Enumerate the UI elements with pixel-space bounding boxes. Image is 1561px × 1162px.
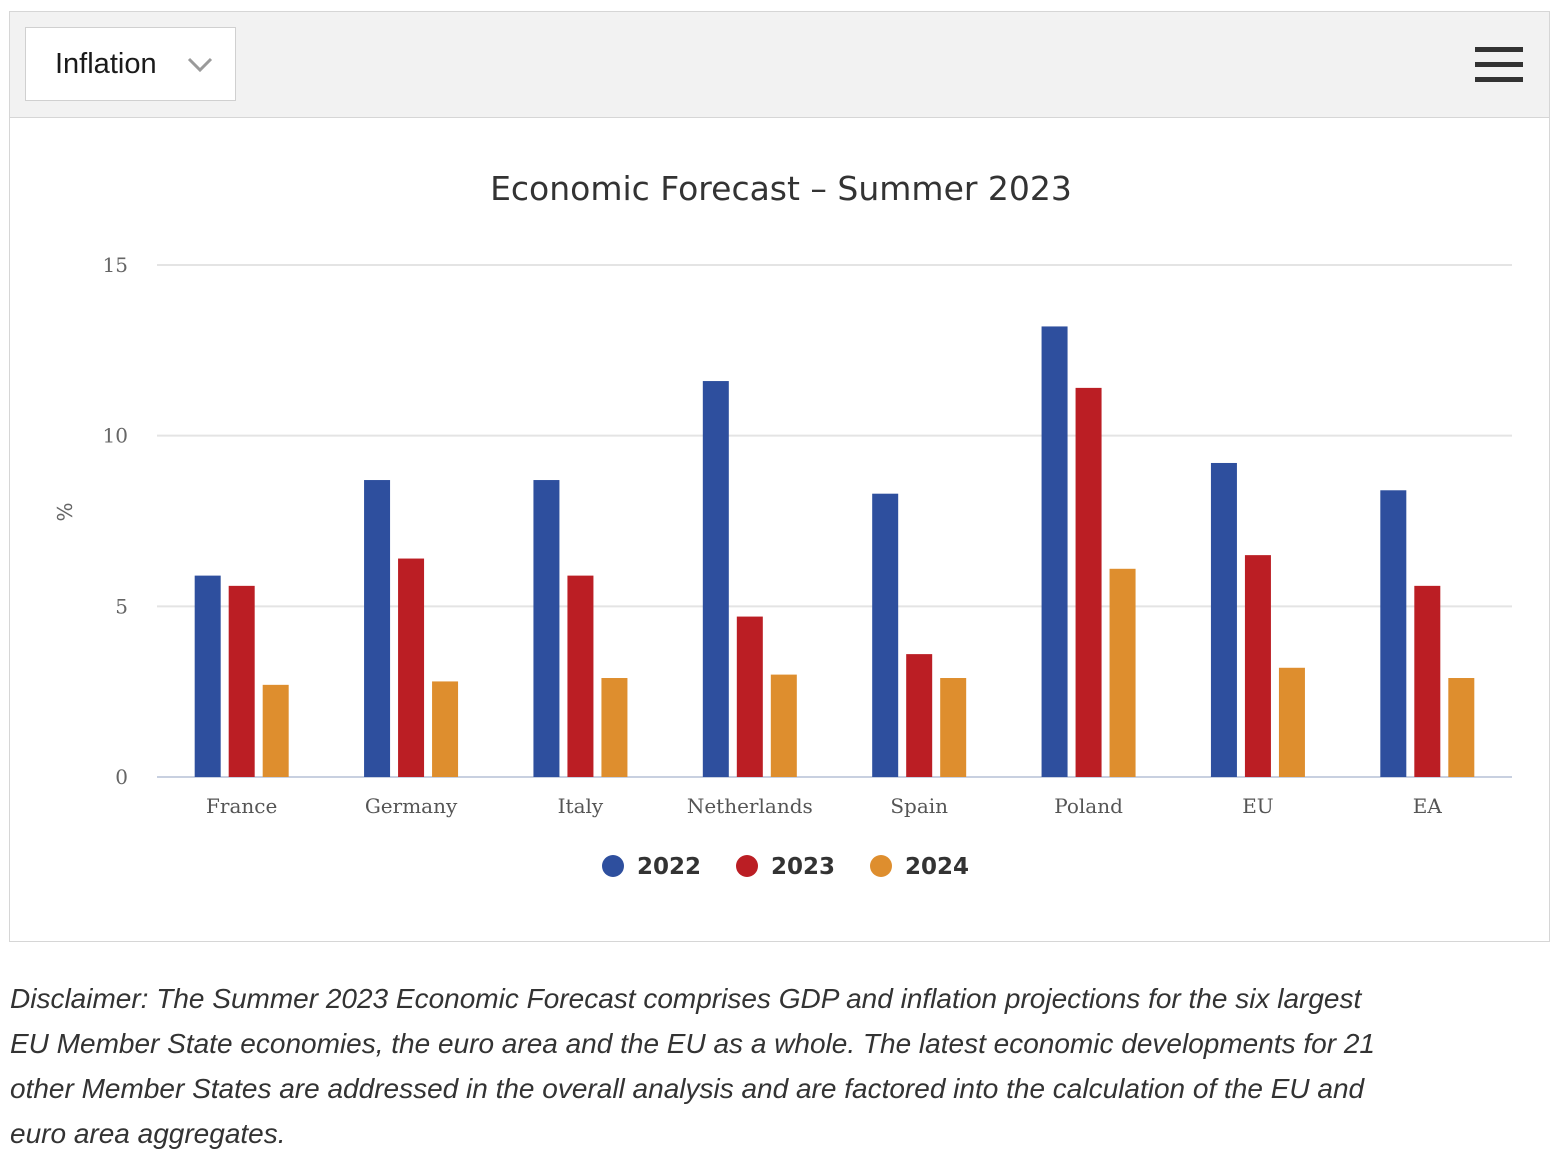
chevron-down-icon bbox=[187, 57, 213, 73]
bar-2023-germany[interactable] bbox=[398, 558, 425, 777]
legend-item-2023[interactable]: 2023 bbox=[736, 854, 835, 880]
bar-2024-ea[interactable] bbox=[1448, 678, 1475, 777]
x-tick-label: EU bbox=[1242, 794, 1273, 818]
bar-2023-france[interactable] bbox=[228, 585, 255, 777]
y-tick-label: 0 bbox=[115, 765, 128, 789]
bar-2024-germany[interactable] bbox=[432, 681, 459, 777]
x-tick-label: Germany bbox=[365, 794, 458, 818]
chart-area: Economic Forecast – Summer 2023 % 0 5 10 15… bbox=[10, 118, 1551, 941]
chart-title: Economic Forecast – Summer 2023 bbox=[490, 169, 1072, 208]
legend-label: 2023 bbox=[771, 854, 835, 880]
legend-label: 2022 bbox=[637, 854, 701, 880]
legend-marker bbox=[870, 855, 892, 877]
bar-chart: Economic Forecast – Summer 2023 % 0 5 10 15… bbox=[53, 169, 1512, 880]
legend-label: 2024 bbox=[905, 854, 969, 880]
bar-2022-germany[interactable] bbox=[364, 480, 391, 777]
hamburger-menu-icon[interactable] bbox=[1475, 45, 1523, 85]
y-tick-label: 15 bbox=[103, 253, 128, 277]
bar-2024-spain[interactable] bbox=[940, 678, 967, 777]
bar-2022-eu[interactable] bbox=[1210, 462, 1237, 777]
bar-2023-spain[interactable] bbox=[906, 654, 933, 777]
bar-2023-netherlands[interactable] bbox=[736, 616, 763, 777]
legend-marker bbox=[736, 855, 758, 877]
bar-2023-poland[interactable] bbox=[1075, 387, 1102, 777]
bar-2024-france[interactable] bbox=[262, 684, 289, 777]
chart-widget: Inflation Economic Forecast – Summer 202… bbox=[9, 11, 1550, 942]
x-tick-label: Italy bbox=[558, 794, 604, 818]
bar-2022-italy[interactable] bbox=[533, 480, 560, 777]
x-tick-label: Netherlands bbox=[687, 794, 813, 818]
bar-2023-eu[interactable] bbox=[1244, 555, 1271, 777]
chart-toolbar: Inflation bbox=[10, 12, 1549, 118]
bar-2024-eu[interactable] bbox=[1278, 667, 1305, 777]
bar-2024-poland[interactable] bbox=[1109, 568, 1136, 777]
bar-2023-ea[interactable] bbox=[1414, 585, 1441, 777]
legend-marker bbox=[602, 855, 624, 877]
bar-2022-france[interactable] bbox=[194, 575, 221, 777]
indicator-dropdown-value: Inflation bbox=[55, 48, 157, 80]
bar-2022-spain[interactable] bbox=[872, 493, 899, 777]
x-tick-label: Spain bbox=[890, 794, 948, 818]
x-tick-label: Poland bbox=[1054, 794, 1123, 818]
bar-2024-italy[interactable] bbox=[601, 678, 628, 777]
bar-2022-netherlands[interactable] bbox=[702, 381, 729, 777]
y-tick-label: 10 bbox=[103, 424, 128, 448]
legend-item-2024[interactable]: 2024 bbox=[870, 854, 969, 880]
y-tick-label: 5 bbox=[115, 594, 128, 618]
x-tick-label: France bbox=[206, 794, 277, 818]
x-tick-label: EA bbox=[1413, 794, 1443, 818]
bar-2023-italy[interactable] bbox=[567, 575, 594, 777]
disclaimer-text: Disclaimer: The Summer 2023 Economic For… bbox=[10, 983, 1375, 1149]
y-axis-label: % bbox=[53, 502, 77, 521]
bar-2022-poland[interactable] bbox=[1041, 326, 1068, 777]
indicator-dropdown[interactable]: Inflation bbox=[25, 27, 236, 101]
legend-item-2022[interactable]: 2022 bbox=[602, 854, 701, 880]
bar-2024-netherlands[interactable] bbox=[770, 674, 797, 777]
bar-2022-ea[interactable] bbox=[1380, 490, 1407, 777]
